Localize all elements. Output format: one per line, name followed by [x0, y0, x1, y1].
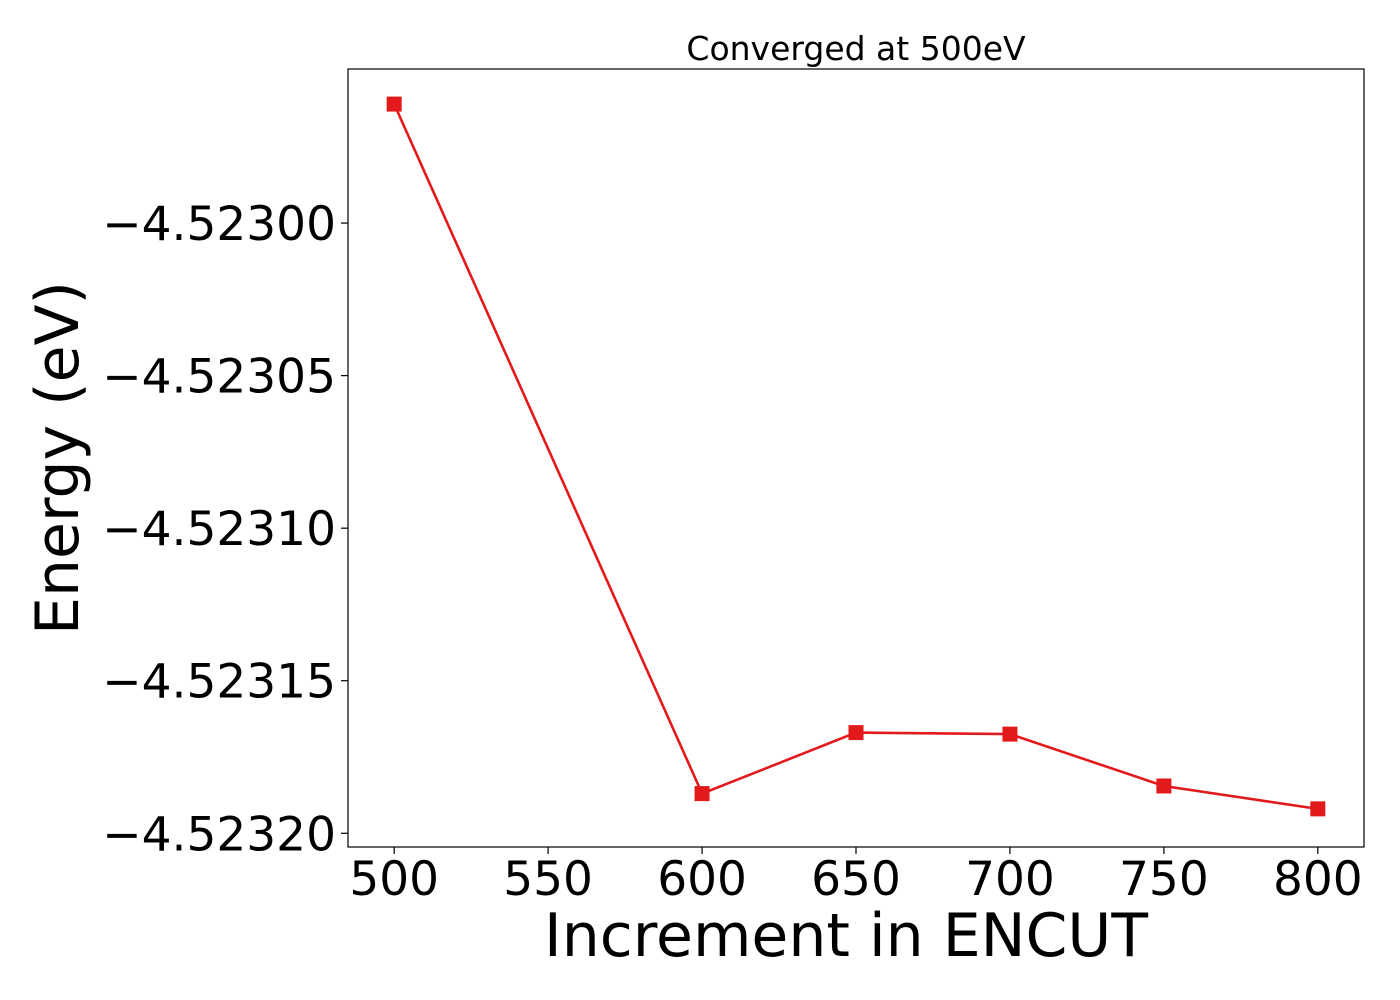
- y-axis: −4.52300 −4.52305 −4.52310 −4.52315 −4.52320: [102, 197, 348, 862]
- y-tick-label: −4.52310: [102, 502, 336, 557]
- data-point-700: [1002, 726, 1018, 742]
- chart-title: Converged at 500eV: [686, 29, 1026, 68]
- data-point-600: [694, 786, 710, 802]
- x-tick-label: 600: [657, 852, 747, 907]
- data-point-650: [848, 725, 864, 741]
- x-tick-label: 700: [965, 852, 1055, 907]
- y-tick-label: −4.52305: [102, 350, 336, 405]
- y-axis-label: Energy (eV): [23, 281, 93, 635]
- data-point-800: [1310, 801, 1326, 817]
- y-tick-label: −4.52300: [102, 197, 336, 252]
- x-tick-label: 800: [1273, 852, 1363, 907]
- x-tick-label: 500: [349, 852, 439, 907]
- plot-area: [386, 96, 1326, 817]
- y-tick-label: −4.52320: [102, 807, 336, 862]
- series-line: [393, 103, 1318, 811]
- x-axis: 500 550 600 650 700 750 800: [349, 847, 1363, 907]
- x-axis-label: Increment in ENCUT: [544, 901, 1148, 971]
- y-tick-label: −4.52315: [102, 655, 336, 710]
- data-point-750: [1156, 778, 1172, 794]
- x-tick-label: 750: [1119, 852, 1209, 907]
- x-tick-label: 550: [503, 852, 593, 907]
- data-point-500: [386, 96, 402, 112]
- x-tick-label: 650: [811, 852, 901, 907]
